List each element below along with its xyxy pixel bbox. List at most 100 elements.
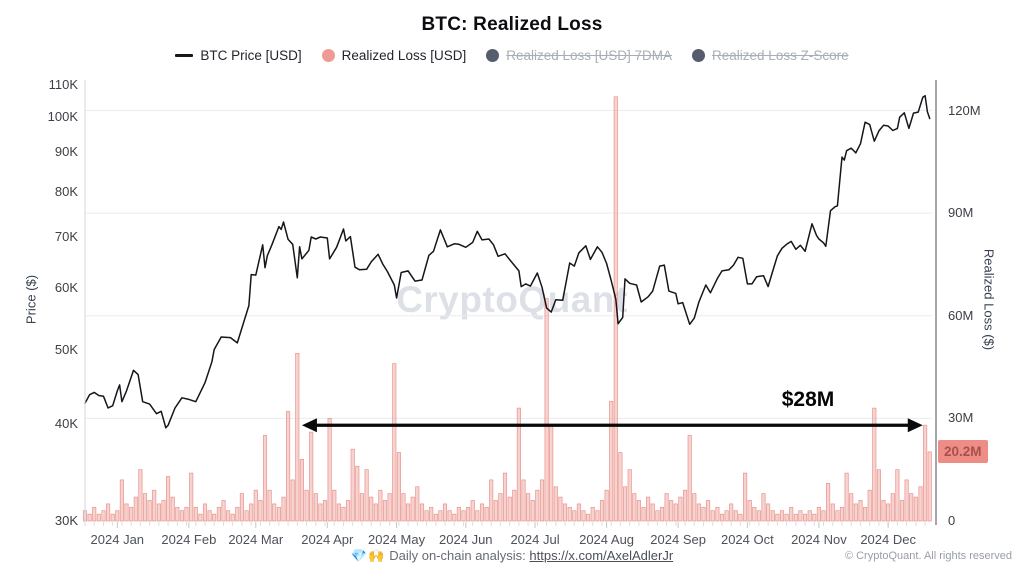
loss-bar: [627, 469, 632, 522]
loss-bar: [406, 503, 411, 522]
loss-bar: [442, 503, 448, 522]
loss-bar: [207, 510, 212, 522]
loss-bar: [655, 510, 660, 522]
loss-bar: [96, 513, 101, 522]
loss-bar: [253, 489, 258, 522]
loss-bar: [636, 500, 641, 522]
loss-bar: [419, 503, 425, 522]
loss-bar: [863, 506, 868, 522]
legend-item-realized-loss-z-score[interactable]: Realized Loss Z-Score: [692, 48, 849, 63]
loss-bar: [230, 513, 235, 522]
month-tick-label: 2024 May: [368, 532, 426, 547]
month-tick-label: 2024 Jun: [439, 532, 493, 547]
loss-bar: [138, 469, 143, 522]
loss-bar: [664, 493, 669, 522]
loss-bar: [576, 503, 581, 522]
loss-bar: [858, 500, 863, 522]
loss-bar: [659, 506, 665, 522]
legend-item-btc-price-usd-[interactable]: BTC Price [USD]: [175, 48, 302, 63]
loss-bar: [166, 476, 171, 522]
month-tick-label: 2024 Mar: [228, 532, 284, 547]
footer-note-text: Daily on-chain analysis:: [389, 548, 530, 563]
loss-bar: [821, 510, 826, 522]
loss-bar: [807, 510, 812, 522]
loss-bar: [202, 503, 208, 522]
loss-bar: [369, 496, 374, 522]
loss-bar: [581, 510, 586, 522]
loss-bar: [332, 489, 337, 522]
loss-bar: [507, 496, 512, 522]
loss-bar: [886, 503, 891, 522]
cryptoquant-watermark: CryptoQuant: [396, 279, 628, 320]
loss-bar: [373, 503, 378, 522]
loss-bar: [350, 448, 355, 522]
loss-bar: [526, 493, 531, 522]
loss-bar: [613, 96, 618, 522]
loss-bar: [119, 479, 124, 522]
loss-bar: [429, 506, 434, 522]
price-tick-label: 110K: [48, 76, 78, 92]
loss-bar: [249, 503, 254, 522]
loss-bar: [586, 513, 591, 522]
loss-tick-label: 120M: [948, 102, 981, 118]
price-axis-title: Price ($): [23, 274, 39, 325]
loss-bar: [881, 500, 886, 522]
btc-price-line: [84, 94, 931, 429]
loss-bar: [706, 500, 711, 522]
loss-bar: [876, 469, 881, 522]
loss-bar: [161, 500, 166, 522]
loss-bar: [747, 500, 752, 522]
loss-bar: [470, 500, 475, 522]
loss-bar: [309, 431, 314, 522]
loss-bar: [262, 435, 268, 522]
price-tick-label: 60K: [54, 280, 78, 296]
loss-bar: [502, 472, 508, 522]
loss-bar: [184, 506, 189, 522]
loss-bar: [336, 503, 341, 522]
month-tick-label: 2024 Feb: [161, 532, 217, 547]
loss-bar: [156, 503, 161, 522]
month-tick-label: 2024 Dec: [860, 532, 916, 547]
legend: BTC Price [USD] Realized Loss [USD] Realiz…: [0, 48, 1024, 63]
loss-bar: [170, 496, 175, 522]
copyright-text: © CryptoQuant. All rights reserved: [844, 550, 1012, 562]
loss-bar: [115, 510, 120, 522]
loss-bar: [466, 506, 471, 522]
loss-bar: [544, 298, 549, 522]
author-link[interactable]: https://x.com/AxelAdlerJr: [529, 548, 674, 563]
legend-item-realized-loss-usd-7dma[interactable]: Realized Loss [USD] 7DMA: [486, 48, 672, 63]
legend-item-label: Realized Loss [USD]: [341, 48, 467, 63]
loss-bar: [304, 489, 309, 522]
loss-bar: [835, 510, 840, 522]
loss-bar: [641, 506, 646, 522]
loss-bar: [890, 493, 895, 522]
loss-bar: [618, 452, 623, 522]
loss-bar: [272, 503, 277, 522]
loss-bar: [918, 486, 923, 522]
loss-bar: [867, 489, 872, 522]
legend-item-realized-loss-usd-[interactable]: Realized Loss [USD]: [321, 48, 467, 63]
loss-bar: [87, 513, 92, 522]
loss-bar: [479, 503, 485, 522]
loss-bar: [632, 493, 637, 522]
loss-bar: [221, 500, 226, 522]
loss-bar: [355, 465, 360, 522]
loss-bar: [909, 493, 914, 522]
loss-bar: [622, 486, 628, 522]
loss-bar: [830, 503, 835, 522]
loss-bar: [923, 424, 928, 522]
loss-bar: [558, 496, 563, 522]
loss-bar: [489, 479, 494, 522]
page-title: BTC: Realized Loss: [421, 14, 603, 35]
loss-bar: [456, 506, 461, 522]
loss-bar: [595, 510, 600, 522]
loss-bar: [683, 489, 688, 522]
loss-bar: [290, 479, 295, 522]
loss-bar: [92, 506, 97, 522]
loss-bar: [687, 435, 692, 522]
loss-bar: [793, 513, 798, 522]
loss-bar: [258, 500, 263, 522]
loss-bar: [696, 503, 701, 522]
loss-bar: [341, 506, 346, 522]
